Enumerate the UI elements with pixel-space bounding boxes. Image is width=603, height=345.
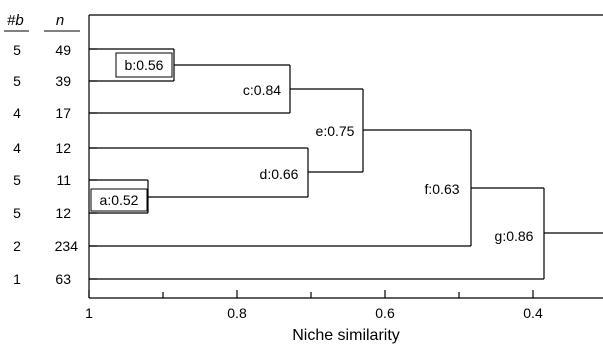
node-c-bg bbox=[236, 80, 288, 100]
node-label-c: c:0.84 bbox=[243, 82, 281, 98]
row-b: 4 bbox=[13, 105, 21, 121]
row-b: 5 bbox=[13, 172, 21, 188]
row-n: 234 bbox=[55, 238, 79, 254]
x-tick-label: 0.6 bbox=[375, 305, 395, 321]
node-label-a: a:0.52 bbox=[100, 192, 139, 208]
row-b: 1 bbox=[13, 271, 21, 287]
row-n: 12 bbox=[55, 140, 71, 156]
header-n: n bbox=[56, 12, 64, 29]
row-b: 5 bbox=[13, 73, 21, 89]
row-ticks bbox=[89, 48, 97, 280]
row-b: 5 bbox=[13, 42, 21, 58]
node-label-b: b:0.56 bbox=[125, 57, 164, 73]
header-b: #b bbox=[7, 12, 24, 29]
row-n: 39 bbox=[55, 73, 71, 89]
row-n: 11 bbox=[56, 172, 71, 188]
x-tick-label: 0.8 bbox=[227, 305, 247, 321]
x-axis-title: Niche similarity bbox=[292, 327, 400, 344]
row-labels: 5 49 5 39 4 17 4 12 5 11 5 12 2 234 1 63 bbox=[13, 42, 78, 287]
row-n: 63 bbox=[55, 271, 71, 287]
row-n: 12 bbox=[55, 205, 71, 221]
node-label-d: d:0.66 bbox=[260, 166, 299, 182]
node-label-f: f:0.63 bbox=[424, 181, 459, 197]
x-axis-ticks bbox=[88, 290, 534, 298]
x-tick-label: 1 bbox=[85, 305, 93, 321]
node-label-e: e:0.75 bbox=[316, 123, 355, 139]
node-d-bg bbox=[252, 165, 304, 183]
node-e-bg bbox=[308, 122, 360, 140]
node-f-bg bbox=[416, 180, 468, 198]
row-n: 17 bbox=[55, 105, 71, 121]
dendrogram-tree bbox=[89, 48, 603, 280]
row-b: 4 bbox=[13, 140, 21, 156]
row-b: 2 bbox=[13, 238, 21, 254]
x-tick-label: 0.4 bbox=[523, 305, 543, 321]
node-b-box bbox=[115, 52, 173, 78]
node-label-g: g:0.86 bbox=[495, 228, 534, 244]
node-a-box bbox=[90, 188, 148, 212]
node-g-bg bbox=[488, 227, 540, 245]
row-n: 49 bbox=[55, 42, 71, 58]
row-b: 5 bbox=[13, 205, 21, 221]
